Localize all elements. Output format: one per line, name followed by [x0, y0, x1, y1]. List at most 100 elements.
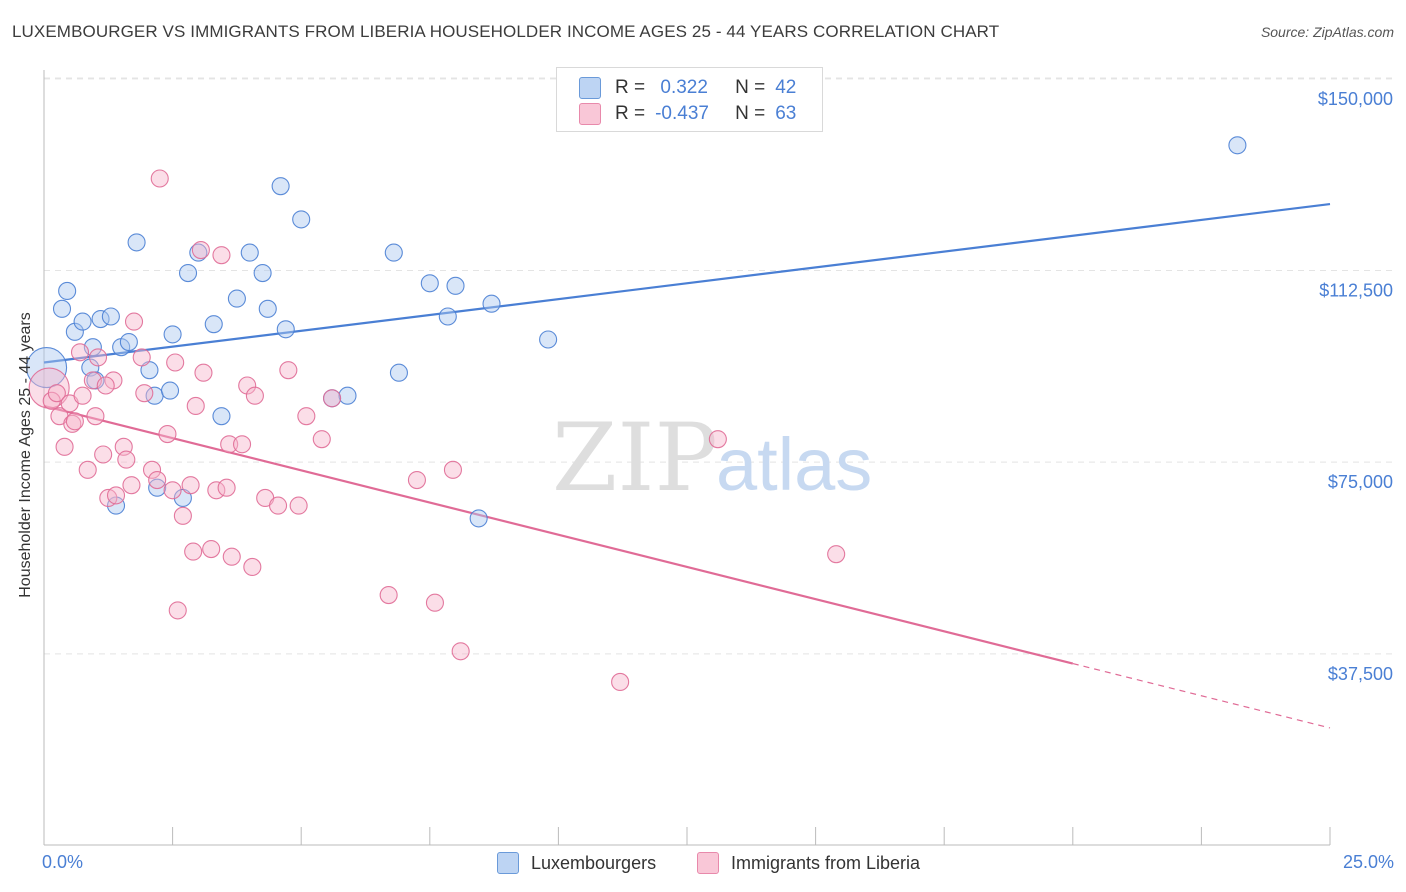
point-liberia	[166, 353, 185, 372]
point-luxembourger	[160, 381, 180, 400]
point-liberia	[86, 407, 105, 426]
point-liberia	[73, 386, 92, 405]
point-liberia	[181, 476, 200, 495]
point-luxembourger	[65, 322, 84, 341]
point-liberia	[220, 435, 239, 454]
point-liberia	[289, 496, 308, 515]
point-liberia	[70, 343, 90, 362]
point-liberia	[163, 481, 182, 500]
legend-n-value: 42	[775, 77, 797, 98]
point-luxembourger	[163, 325, 182, 344]
legend-r-value: -0.437	[655, 103, 709, 124]
point-luxembourger	[338, 386, 357, 405]
point-luxembourger	[292, 210, 311, 229]
point-luxembourger	[212, 407, 231, 426]
point-liberia	[312, 430, 331, 449]
correlation-legend: R = 0.322 N = 42 R = -0.437 N = 63	[556, 67, 823, 132]
point-luxembourger	[119, 333, 138, 352]
point-liberia	[186, 396, 205, 415]
legend-row-luxembourgers: R = 0.322 N = 42	[579, 76, 796, 100]
point-liberia	[202, 540, 221, 559]
point-liberia	[827, 545, 846, 564]
legend-r-label: R =	[615, 77, 646, 98]
point-liberia	[124, 312, 144, 331]
point-luxembourger	[189, 243, 208, 262]
point-luxembourger	[438, 307, 457, 326]
legend-n-value: 63	[775, 103, 797, 124]
point-luxembourger	[271, 177, 290, 196]
point-luxembourger	[469, 509, 488, 528]
point-liberia	[238, 376, 257, 395]
point-liberia	[451, 642, 470, 661]
point-liberia	[106, 486, 126, 505]
point-liberia	[243, 557, 262, 576]
point-luxembourger	[52, 299, 72, 318]
trend-line-luxembourgers	[43, 202, 1331, 364]
point-liberia	[379, 586, 398, 605]
legend-n-label: N =	[735, 103, 766, 124]
point-luxembourger	[446, 276, 465, 295]
point-liberia	[158, 425, 177, 444]
point-liberia	[611, 672, 630, 691]
point-liberia	[117, 450, 136, 469]
point-luxembourger	[1228, 136, 1247, 155]
series-legend-luxembourgers[interactable]: Luxembourgers	[497, 852, 656, 874]
point-liberia	[184, 542, 203, 561]
point-luxembourger	[73, 312, 92, 331]
series-legend-liberia[interactable]: Immigrants from Liberia	[697, 852, 920, 874]
point-luxembourger	[258, 299, 277, 318]
point-liberia	[245, 386, 264, 405]
point-liberia	[269, 496, 288, 515]
y-axis-label-wrap: Householder Income Ages 25 - 44 years	[6, 0, 46, 892]
point-liberia	[207, 481, 226, 500]
series-legend-label: Luxembourgers	[531, 852, 657, 873]
legend-swatch-pink	[579, 103, 601, 125]
point-liberia	[323, 389, 342, 408]
point-luxembourger	[384, 243, 403, 262]
point-luxembourger	[58, 281, 77, 300]
point-luxembourger	[178, 264, 198, 283]
point-liberia	[132, 348, 151, 367]
point-liberia	[297, 407, 316, 426]
point-luxembourger	[26, 347, 68, 389]
source-credit: Source: ZipAtlas.com	[1260, 24, 1394, 40]
series-swatch-pink	[697, 852, 719, 874]
point-liberia	[212, 246, 231, 265]
point-liberia	[217, 478, 236, 497]
point-liberia	[168, 601, 187, 620]
point-liberia	[135, 384, 154, 403]
point-liberia	[148, 471, 167, 490]
y-tick-label: $150,000	[1318, 89, 1393, 109]
y-tick-labels: $37,500 $75,000 $112,500 $150,000	[1318, 89, 1393, 684]
point-luxembourger	[148, 478, 167, 497]
point-luxembourger	[389, 363, 408, 382]
trend-lines	[43, 202, 1331, 729]
point-liberia	[78, 460, 97, 479]
point-luxembourger	[101, 307, 120, 326]
point-liberia	[150, 169, 169, 188]
point-luxembourger	[253, 264, 272, 283]
legend-r-value: 0.322	[655, 77, 708, 98]
point-luxembourger	[204, 315, 223, 334]
legend-r-label: R =	[615, 103, 646, 124]
point-liberia	[47, 384, 66, 403]
point-liberia	[173, 506, 192, 525]
point-liberia	[222, 547, 241, 566]
point-liberia	[425, 593, 444, 612]
point-liberia	[94, 445, 113, 464]
y-tick-label: $112,500	[1319, 281, 1393, 301]
point-liberia	[232, 435, 252, 454]
legend-row-liberia: R = -0.437 N = 63	[579, 102, 796, 126]
point-liberia	[443, 460, 462, 479]
point-liberia	[194, 363, 213, 382]
x-tick-label-min: 0.0%	[42, 852, 84, 872]
point-luxembourger	[276, 320, 295, 339]
y-axis-label: Householder Income Ages 25 - 44 years	[17, 312, 34, 598]
y-tick-label: $75,000	[1328, 472, 1393, 492]
point-luxembourger	[106, 496, 126, 515]
point-liberia	[122, 476, 141, 495]
x-tick-label-max: 25.0%	[1342, 852, 1394, 872]
point-liberia	[96, 376, 115, 395]
point-luxembourger	[127, 233, 146, 252]
